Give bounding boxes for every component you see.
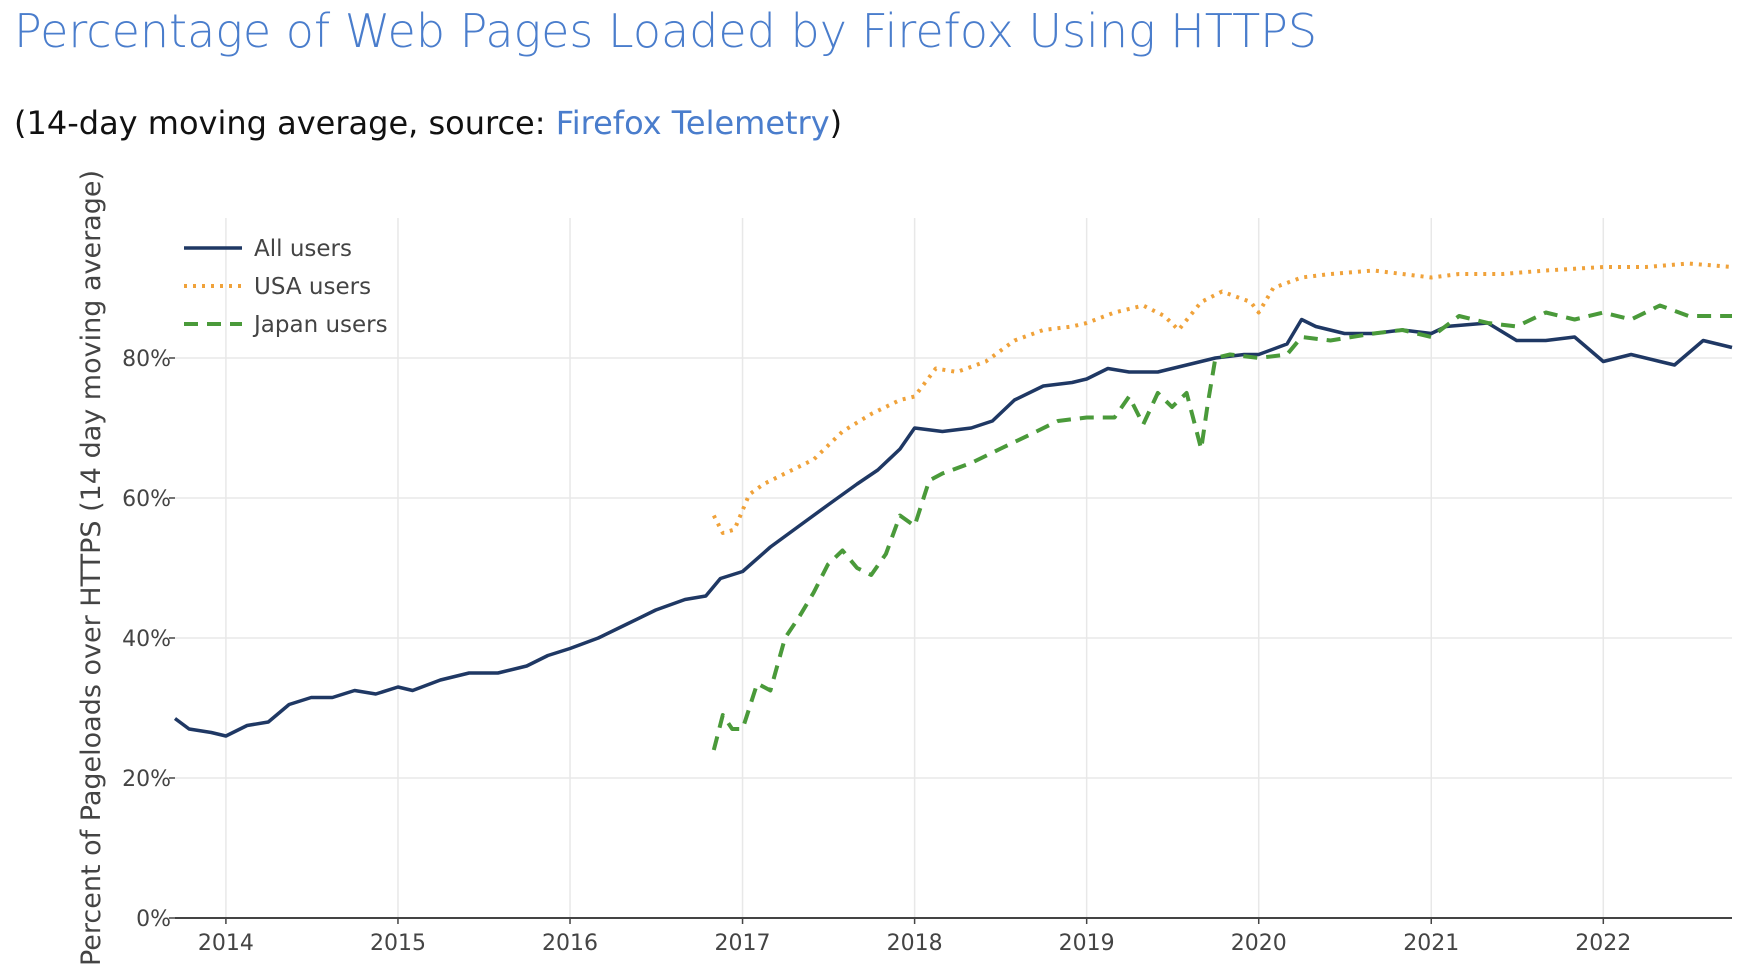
- x-tick-label: 2018: [887, 931, 943, 956]
- firefox-telemetry-link[interactable]: Firefox Telemetry: [555, 104, 830, 142]
- grid-lines: [175, 218, 1732, 918]
- x-tick-label: 2020: [1231, 931, 1287, 956]
- x-tick-label: 2022: [1575, 931, 1631, 956]
- x-tick-label: 2021: [1403, 931, 1459, 956]
- subtitle-suffix: ): [829, 104, 843, 142]
- x-tick-label: 2014: [198, 931, 254, 956]
- y-tick-label: 20%: [122, 767, 171, 792]
- legend-label: USA users: [254, 274, 371, 300]
- y-axis-ticks: 0% 20% 40% 60% 80%: [122, 347, 175, 932]
- page-subtitle: (14-day moving average, source: Firefox …: [14, 104, 842, 142]
- series-line-japan-users: [711, 303, 1732, 751]
- series-lines: [173, 261, 1733, 751]
- legend-label: All users: [254, 236, 352, 262]
- x-tick-label: 2017: [715, 931, 771, 956]
- y-axis-label: Percent of Pageloads over HTTPS (14 day …: [76, 170, 107, 966]
- x-axis-ticks: 2014 2015 2016 2017 2018 2019 2020 2021 2022: [198, 918, 1631, 956]
- subtitle-prefix: (14-day moving average, source:: [14, 104, 556, 142]
- y-tick-label: 40%: [122, 627, 171, 652]
- y-tick-label: 80%: [122, 347, 171, 372]
- x-tick-label: 2016: [542, 931, 598, 956]
- legend: All users USA users Japan users: [184, 236, 388, 338]
- series-line-usa-users: [712, 261, 1733, 535]
- x-tick-label: 2015: [370, 931, 426, 956]
- x-tick-label: 2019: [1059, 931, 1115, 956]
- y-tick-label: 60%: [122, 487, 171, 512]
- legend-label: Japan users: [252, 312, 388, 338]
- y-tick-label: 0%: [136, 907, 171, 932]
- page-title: Percentage of Web Pages Loaded by Firefo…: [14, 4, 1318, 58]
- series-line-all-users: [173, 317, 1733, 738]
